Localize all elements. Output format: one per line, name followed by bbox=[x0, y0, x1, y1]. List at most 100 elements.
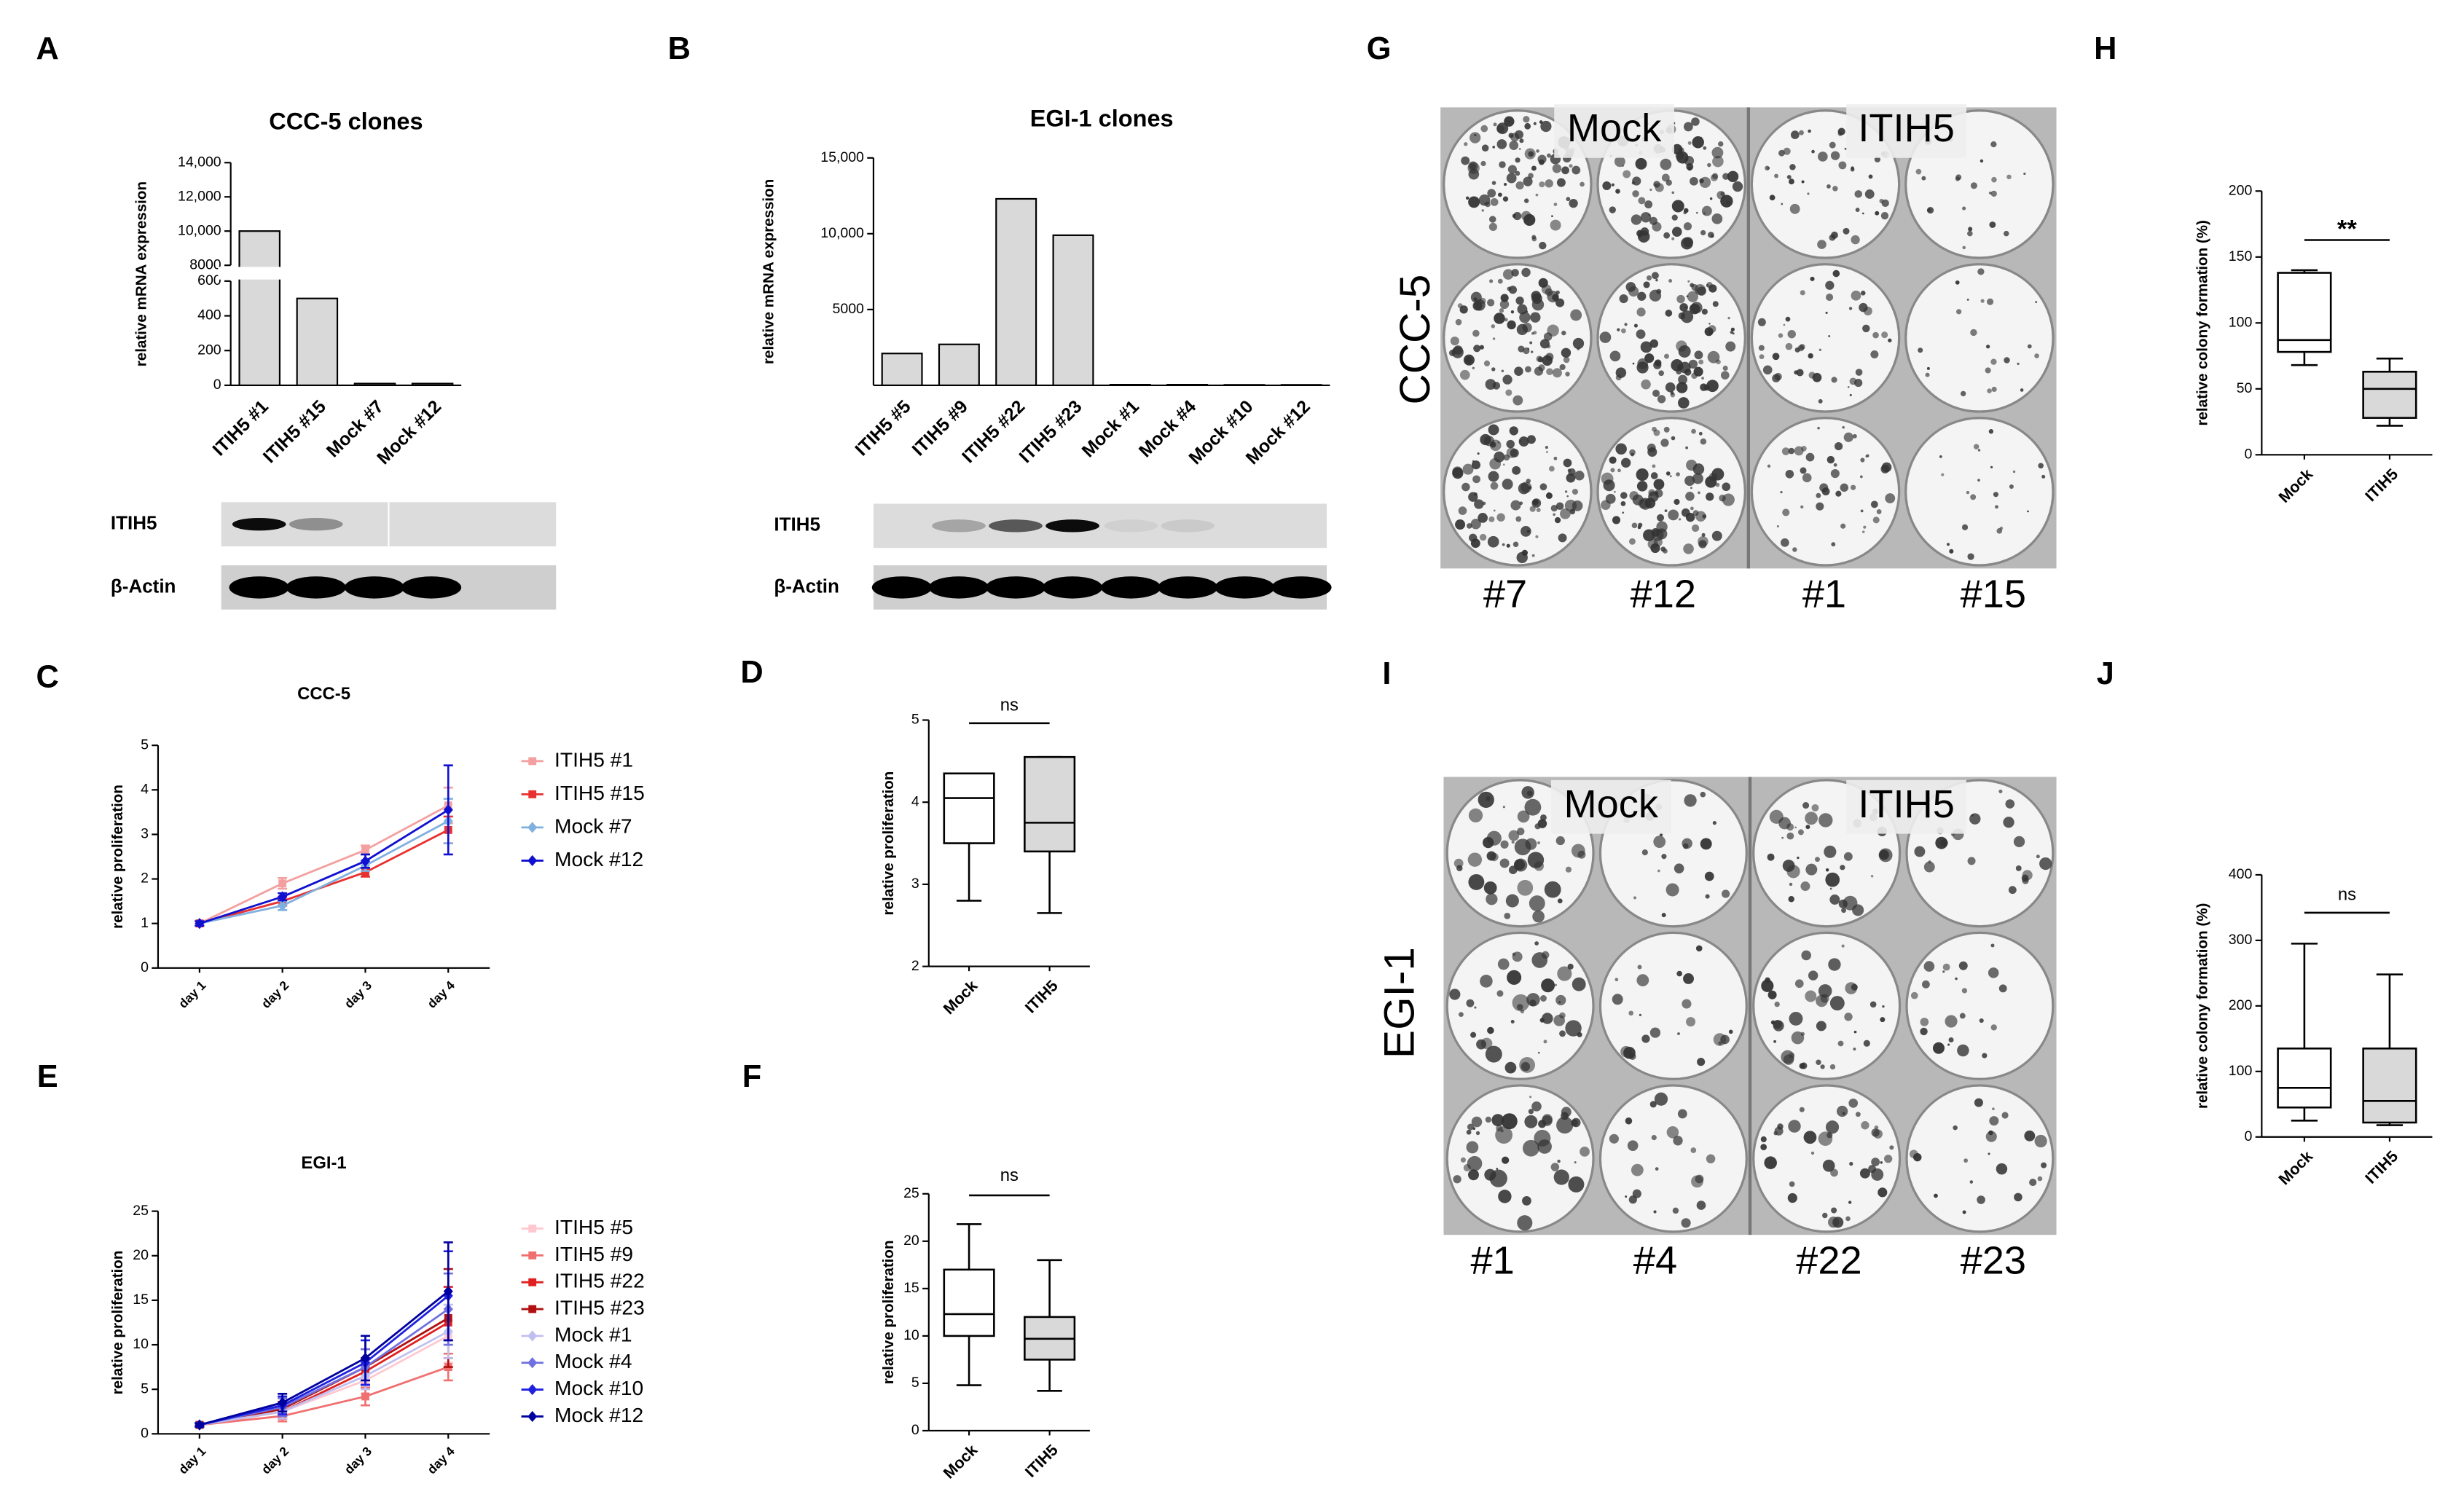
colony bbox=[1457, 303, 1463, 309]
colony bbox=[2012, 470, 2016, 474]
colony bbox=[1874, 156, 1881, 162]
colony bbox=[1559, 1012, 1566, 1019]
colony bbox=[1570, 309, 1582, 321]
colony bbox=[1569, 164, 1573, 168]
colony bbox=[1774, 1126, 1784, 1136]
colony bbox=[1472, 475, 1480, 484]
colony bbox=[1781, 203, 1784, 205]
colony bbox=[1773, 1020, 1782, 1029]
y-tick-label: 200 bbox=[2229, 182, 2253, 198]
y-tick-label: 200 bbox=[197, 342, 221, 358]
blot-band bbox=[1271, 576, 1332, 599]
legend-label: Mock #4 bbox=[554, 1349, 632, 1372]
legend-marker bbox=[528, 1305, 537, 1313]
colony bbox=[1851, 290, 1861, 301]
colony bbox=[1474, 499, 1484, 509]
colony bbox=[1683, 122, 1693, 132]
colony bbox=[1961, 390, 1966, 397]
colony bbox=[1861, 291, 1866, 296]
group-label: Mock bbox=[1567, 106, 1662, 150]
panel-letter: G bbox=[1367, 31, 1392, 66]
colony bbox=[1828, 334, 1831, 337]
colony bbox=[1469, 132, 1481, 144]
colony bbox=[1831, 1207, 1837, 1214]
colony bbox=[1545, 492, 1553, 499]
bar bbox=[238, 230, 281, 387]
colony bbox=[1545, 179, 1553, 188]
colony bbox=[1619, 294, 1628, 304]
colony bbox=[1681, 508, 1690, 517]
colony bbox=[1758, 345, 1765, 351]
colony bbox=[1810, 276, 1815, 281]
colony bbox=[1479, 345, 1484, 350]
colony bbox=[1918, 347, 1923, 353]
colony bbox=[1512, 994, 1530, 1012]
colony bbox=[1955, 176, 1961, 181]
colony bbox=[1830, 469, 1840, 479]
y-tick-label: 150 bbox=[2229, 248, 2253, 264]
blot-band bbox=[1158, 576, 1218, 599]
colony bbox=[1497, 192, 1502, 197]
colony bbox=[1778, 817, 1791, 830]
colony bbox=[1789, 1052, 1795, 1058]
colony bbox=[1565, 372, 1570, 377]
colony bbox=[1487, 535, 1499, 548]
significance-label: ** bbox=[2337, 216, 2357, 243]
colony bbox=[1832, 186, 1838, 192]
bar bbox=[881, 353, 923, 387]
colony bbox=[1985, 345, 1990, 349]
colony bbox=[2006, 174, 2012, 180]
colony bbox=[1641, 1034, 1650, 1043]
colony bbox=[1523, 116, 1530, 123]
colony bbox=[1883, 1155, 1893, 1163]
clone-label: #22 bbox=[1796, 1238, 1861, 1282]
colony bbox=[1480, 160, 1486, 167]
cell-line-label: EGI-1 bbox=[1376, 947, 1424, 1058]
y-tick-label: 10,000 bbox=[820, 225, 864, 241]
colony bbox=[1807, 192, 1810, 195]
well bbox=[1443, 417, 1593, 567]
colony bbox=[1677, 1109, 1687, 1119]
colony bbox=[1512, 951, 1523, 962]
colony bbox=[1691, 117, 1700, 126]
colony bbox=[1910, 991, 1918, 999]
colony bbox=[1665, 382, 1676, 393]
colony bbox=[1490, 198, 1499, 206]
colony bbox=[1800, 505, 1804, 509]
legend-label: ITIH5 #22 bbox=[554, 1269, 645, 1292]
colony bbox=[1625, 1117, 1633, 1125]
colony bbox=[1702, 514, 1707, 519]
colony bbox=[1547, 291, 1559, 303]
legend-label: ITIH5 #23 bbox=[554, 1295, 645, 1319]
legend-label: Mock #12 bbox=[554, 1403, 643, 1426]
colony bbox=[1497, 278, 1503, 284]
colony bbox=[1885, 493, 1896, 503]
colony bbox=[1800, 290, 1805, 296]
colony bbox=[1453, 1175, 1461, 1184]
blot-band bbox=[1161, 519, 1215, 533]
series-line bbox=[199, 1330, 449, 1426]
colony bbox=[1561, 330, 1566, 336]
colony bbox=[1653, 479, 1665, 490]
colony bbox=[1706, 1154, 1716, 1164]
colony bbox=[1499, 161, 1506, 168]
colony bbox=[1488, 216, 1496, 223]
colony bbox=[1909, 1150, 1918, 1158]
colony bbox=[1488, 424, 1499, 436]
y-axis-label: relative proliferation bbox=[109, 1251, 126, 1395]
colony bbox=[1786, 832, 1794, 840]
colony bbox=[1863, 1040, 1870, 1047]
colony bbox=[1459, 1012, 1464, 1018]
colony bbox=[1840, 865, 1845, 871]
colony bbox=[1602, 181, 1612, 190]
colony bbox=[1546, 451, 1548, 453]
colony bbox=[1487, 299, 1495, 307]
colony bbox=[1563, 356, 1570, 364]
colony bbox=[1676, 382, 1688, 393]
group-label-bg bbox=[1554, 104, 1674, 158]
colony bbox=[1789, 1011, 1803, 1026]
colony bbox=[1550, 219, 1561, 231]
colony bbox=[1480, 433, 1491, 446]
y-tick-label: 600 bbox=[197, 272, 221, 288]
